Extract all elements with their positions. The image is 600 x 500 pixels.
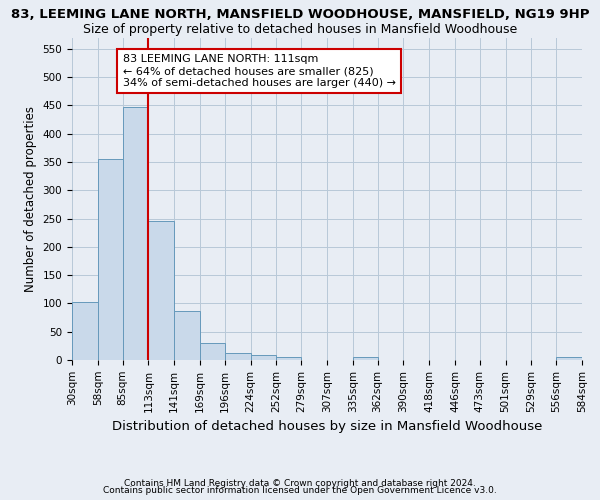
Bar	[200, 343, 225, 360]
X-axis label: Distribution of detached houses by size in Mansfield Woodhouse: Distribution of detached houses by size …	[112, 420, 542, 433]
Text: 83 LEEMING LANE NORTH: 111sqm
← 64% of detached houses are smaller (825)
34% of : 83 LEEMING LANE NORTH: 111sqm ← 64% of d…	[122, 54, 395, 88]
Bar	[122, 107, 148, 360]
Bar	[556, 357, 582, 360]
Bar	[98, 159, 122, 360]
Bar	[225, 352, 251, 360]
Bar	[277, 357, 301, 360]
Bar	[251, 355, 277, 360]
Text: 83, LEEMING LANE NORTH, MANSFIELD WOODHOUSE, MANSFIELD, NG19 9HP: 83, LEEMING LANE NORTH, MANSFIELD WOODHO…	[11, 8, 589, 20]
Text: Size of property relative to detached houses in Mansfield Woodhouse: Size of property relative to detached ho…	[83, 22, 517, 36]
Y-axis label: Number of detached properties: Number of detached properties	[24, 106, 37, 292]
Bar	[174, 311, 200, 360]
Bar	[148, 221, 174, 360]
Bar	[353, 357, 377, 360]
Text: Contains public sector information licensed under the Open Government Licence v3: Contains public sector information licen…	[103, 486, 497, 495]
Text: Contains HM Land Registry data © Crown copyright and database right 2024.: Contains HM Land Registry data © Crown c…	[124, 478, 476, 488]
Bar	[72, 302, 98, 360]
